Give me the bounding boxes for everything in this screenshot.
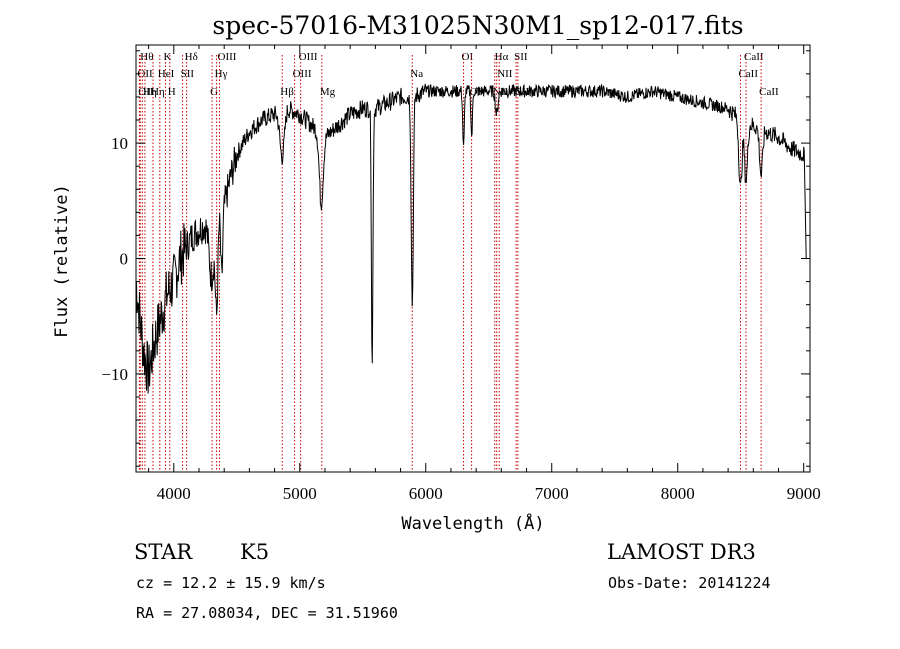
line-marker-label: HeI	[158, 68, 175, 80]
redshift-value: cz = 12.2 ± 15.9 km/s	[136, 574, 326, 592]
line-marker-label: CaII	[738, 68, 758, 80]
line-marker-label: SII	[181, 68, 195, 80]
line-marker-label: Mg	[320, 86, 336, 98]
line-marker-label: OIII	[299, 51, 318, 63]
object-class: STAR	[134, 540, 193, 564]
y-tick-label: −10	[101, 365, 128, 384]
line-markers: OIIOIIHθHηHηHeIKHSIIHδGHγOIIIHβOIIIOIIIM…	[137, 51, 779, 472]
spectrum-line	[135, 83, 807, 394]
line-marker-label: G	[210, 86, 218, 98]
x-tick-label: 9000	[787, 484, 821, 503]
line-marker-label: H	[168, 86, 176, 98]
chart-title: spec-57016-M31025N30M1_sp12-017.fits	[212, 11, 743, 40]
coordinates: RA = 27.08034, DEC = 31.51960	[136, 604, 398, 622]
x-tick-label: 7000	[535, 484, 569, 503]
line-marker-label: Na	[410, 68, 423, 80]
line-marker-label: K	[163, 51, 171, 63]
survey-name: LAMOST DR3	[607, 540, 756, 564]
line-marker-label: Hβ	[280, 86, 294, 98]
spectral-subclass: K5	[240, 540, 270, 564]
x-axis-label: Wavelength (Å)	[401, 512, 544, 534]
y-tick-label: 10	[111, 134, 128, 153]
line-marker-label: Hδ	[185, 51, 198, 63]
x-tick-label: 8000	[661, 484, 695, 503]
x-tick-label: 4000	[157, 484, 191, 503]
x-tick-label: 6000	[409, 484, 443, 503]
axis-ticks: 4000 5000 6000 7000 8000 9000 −10 0 10	[101, 45, 821, 503]
line-marker-label: CaII	[744, 51, 764, 63]
y-axis-label: Flux (relative)	[52, 184, 72, 338]
line-marker-label: Hγ	[215, 68, 228, 80]
line-marker-label: Hθ	[140, 51, 153, 63]
y-tick-label: 0	[120, 250, 129, 269]
line-marker-label: OIII	[293, 68, 312, 80]
x-tick-label: 5000	[283, 484, 317, 503]
observation-date: Obs-Date: 20141224	[608, 574, 771, 592]
line-marker-label: OIII	[218, 51, 237, 63]
line-marker-label: Hη	[151, 86, 165, 98]
line-marker-label: NII	[497, 68, 513, 80]
line-marker-label: CaII	[759, 86, 779, 98]
line-marker-label: Hα	[495, 51, 509, 63]
line-marker-label: OI	[462, 51, 474, 63]
line-marker-label: SII	[514, 51, 528, 63]
